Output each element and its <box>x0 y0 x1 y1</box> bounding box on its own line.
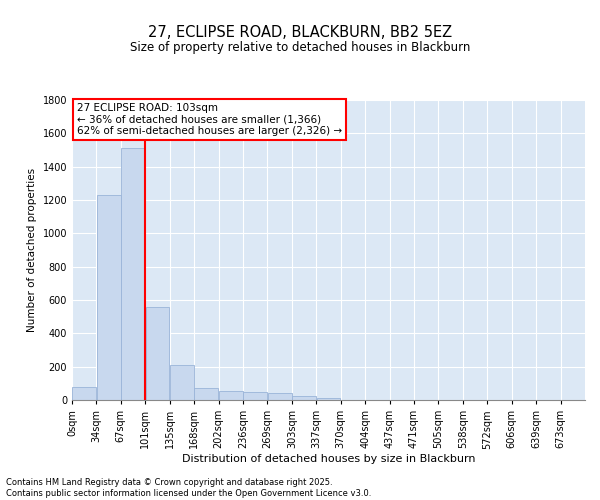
Bar <box>170 365 194 400</box>
Bar <box>146 306 169 400</box>
Bar <box>243 392 267 400</box>
Bar <box>72 386 96 400</box>
Bar <box>97 195 121 400</box>
X-axis label: Distribution of detached houses by size in Blackburn: Distribution of detached houses by size … <box>182 454 475 464</box>
Bar <box>121 148 145 400</box>
Text: 27 ECLIPSE ROAD: 103sqm
← 36% of detached houses are smaller (1,366)
62% of semi: 27 ECLIPSE ROAD: 103sqm ← 36% of detache… <box>77 103 342 136</box>
Bar <box>219 391 243 400</box>
Bar <box>292 396 316 400</box>
Bar <box>194 388 218 400</box>
Text: Size of property relative to detached houses in Blackburn: Size of property relative to detached ho… <box>130 41 470 54</box>
Y-axis label: Number of detached properties: Number of detached properties <box>27 168 37 332</box>
Bar <box>317 398 340 400</box>
Text: Contains HM Land Registry data © Crown copyright and database right 2025.
Contai: Contains HM Land Registry data © Crown c… <box>6 478 371 498</box>
Bar <box>268 394 292 400</box>
Text: 27, ECLIPSE ROAD, BLACKBURN, BB2 5EZ: 27, ECLIPSE ROAD, BLACKBURN, BB2 5EZ <box>148 25 452 40</box>
